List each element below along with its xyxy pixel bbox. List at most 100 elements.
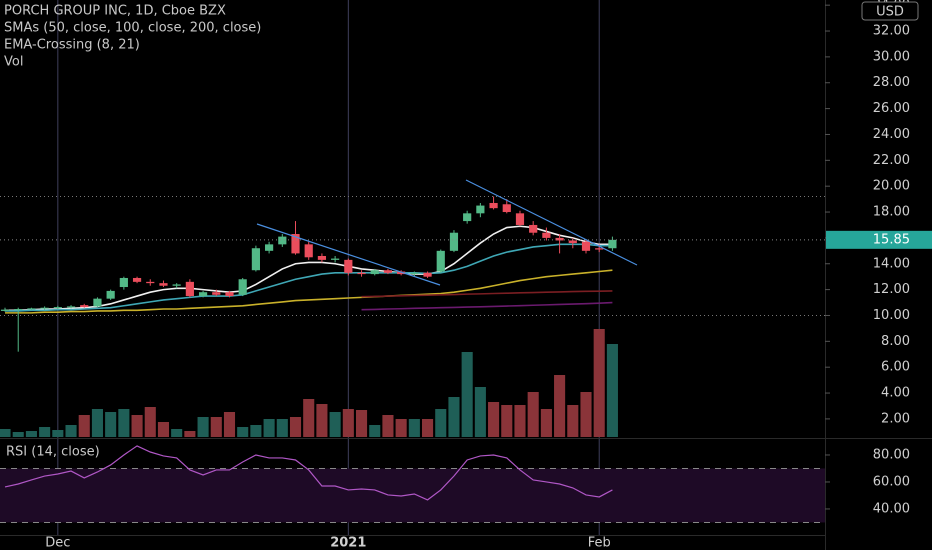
candle-body	[476, 205, 485, 214]
volume-bar	[395, 419, 407, 437]
volume-bar	[197, 417, 209, 437]
candle-body	[0, 309, 10, 311]
candle-body	[291, 234, 300, 254]
volume-bar	[408, 419, 420, 437]
volume-bar	[289, 417, 302, 437]
volume-bar	[593, 329, 605, 437]
y-tick-label: 24.00	[873, 127, 910, 142]
volume-bar	[606, 344, 618, 437]
y-tick-label: 18.00	[873, 205, 910, 220]
volume-bar	[501, 405, 513, 437]
x-tick-label: 2021	[330, 536, 366, 550]
candle-body	[344, 259, 353, 273]
volume-bar	[78, 415, 90, 437]
candle-body	[410, 272, 419, 275]
volume-bar	[144, 407, 156, 437]
currency[interactable]: USD	[876, 5, 904, 20]
volume-bar	[118, 409, 130, 437]
candle-body	[251, 248, 260, 271]
candle-body	[198, 292, 208, 297]
candle-body	[331, 258, 340, 260]
candle-body	[568, 240, 577, 244]
rsi-layer	[0, 445, 825, 523]
candle-body	[304, 244, 313, 258]
candle-body	[555, 237, 564, 241]
volume-bar	[91, 409, 103, 437]
volume-bar	[12, 432, 24, 437]
volume-bar	[369, 425, 381, 437]
candle-body	[93, 298, 102, 307]
volume-bar	[131, 415, 143, 437]
candle-body	[278, 236, 287, 245]
y-tick-label: 32.00	[873, 24, 910, 39]
volume-bar	[303, 399, 315, 437]
moving-average	[5, 243, 613, 312]
rsi-y-tick-label: 80.00	[873, 447, 910, 462]
y-tick-label: 4.00	[881, 386, 910, 401]
volume-bar	[52, 430, 64, 437]
candle-body	[265, 244, 274, 251]
candle-body	[80, 305, 89, 308]
volume-bar	[488, 402, 500, 437]
moving-average	[361, 290, 613, 298]
candle-body	[502, 204, 511, 213]
volume-bar	[448, 397, 460, 437]
volume-bar	[461, 352, 473, 437]
volume-bar	[580, 392, 592, 437]
candle-body	[542, 232, 551, 238]
candle-body	[225, 292, 234, 297]
y-tick-label: 30.00	[873, 49, 910, 64]
candle-body	[357, 272, 366, 275]
candle-body	[608, 239, 617, 249]
candle-body	[581, 241, 591, 251]
volume-bar	[276, 419, 288, 437]
y-tick-label: 22.00	[873, 153, 910, 168]
candle-body	[172, 284, 181, 286]
x-tick-label: Dec	[45, 536, 70, 550]
candle-body	[397, 271, 406, 275]
rsi-y-tick-label: 60.00	[873, 474, 910, 489]
y-tick-label: 2.00	[881, 411, 910, 426]
volume-bar	[237, 427, 249, 437]
candle-body	[449, 232, 459, 251]
candle-body	[53, 307, 62, 309]
indicator-label: EMA-Crossing (8, 21)	[4, 38, 140, 53]
volume-bar	[316, 404, 328, 437]
candle-body	[40, 307, 49, 309]
candle-body	[106, 290, 115, 299]
currency-box[interactable]	[861, 1, 919, 21]
trend-line	[465, 179, 638, 266]
moving-average	[361, 301, 613, 311]
rsi-y-tick-label: 40.00	[873, 501, 910, 516]
last-price-tag	[826, 230, 932, 249]
volume-bar	[250, 425, 262, 437]
last-price-label: 15.85	[873, 232, 910, 247]
volume-bar	[567, 405, 579, 437]
rsi-title: RSI (14, close)	[6, 445, 100, 460]
y-tick-label: 28.00	[873, 75, 910, 90]
y-tick-label: 20.00	[873, 179, 910, 194]
candle-body	[489, 202, 498, 209]
y-tick-label: 6.00	[881, 360, 910, 375]
y-tick-label: 10.00	[873, 308, 910, 323]
y-tick-label: 8.00	[881, 334, 910, 349]
volume-bar	[263, 419, 275, 437]
candle-body	[119, 277, 128, 288]
candle-body	[146, 281, 155, 284]
candle-body	[370, 270, 379, 275]
y-tick-label: 12.00	[873, 282, 910, 297]
grid-layer	[0, 0, 825, 535]
candle-body	[159, 283, 168, 286]
volume-bar	[474, 387, 486, 437]
rsi-line	[4, 445, 613, 501]
volume-bar	[435, 409, 447, 437]
candle-body	[238, 279, 247, 295]
volume-bar	[355, 410, 368, 437]
candle-body	[515, 213, 525, 225]
candle-body	[383, 270, 393, 273]
chart-title: PORCH GROUP INC, 1D, Cboe BZX	[4, 4, 226, 19]
volume-bar	[39, 427, 51, 437]
candle-body	[529, 224, 538, 233]
